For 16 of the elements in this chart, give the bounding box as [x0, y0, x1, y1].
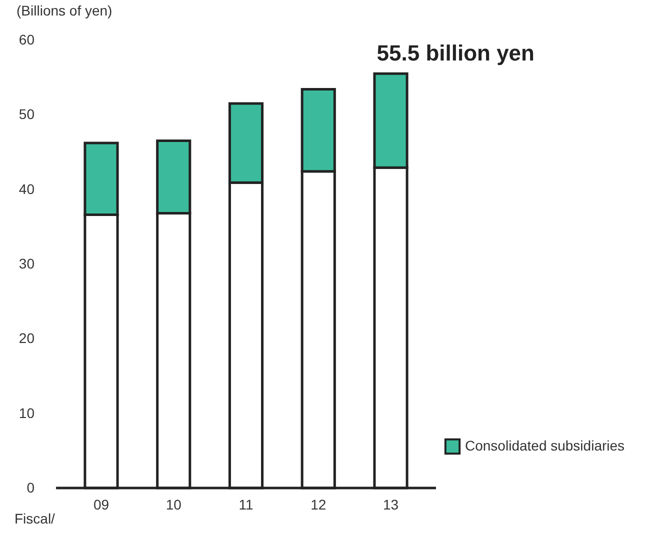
x-tick-label: 11 [238, 496, 254, 512]
x-axis-title: Fiscal/ [14, 510, 56, 526]
y-tick-label: 10 [18, 404, 35, 421]
y-axis-title: (Billions of yen) [16, 2, 112, 18]
y-tick-label: 0 [26, 480, 35, 496]
x-tick-label: 12 [310, 496, 326, 512]
x-tick-label: 13 [382, 496, 399, 512]
x-tick-label: 09 [93, 496, 110, 512]
annotation: 55.5 billion yen [376, 40, 534, 66]
x-tick-label: 10 [166, 496, 182, 512]
y-tick-label: 20 [18, 330, 35, 346]
y-tick-label: 60 [18, 32, 35, 48]
y-tick-label: 50 [18, 106, 35, 122]
legend-label: Consolidated subsidiaries [465, 438, 625, 454]
y-tick-label: 40 [18, 180, 35, 197]
y-tick-label: 30 [18, 256, 35, 272]
